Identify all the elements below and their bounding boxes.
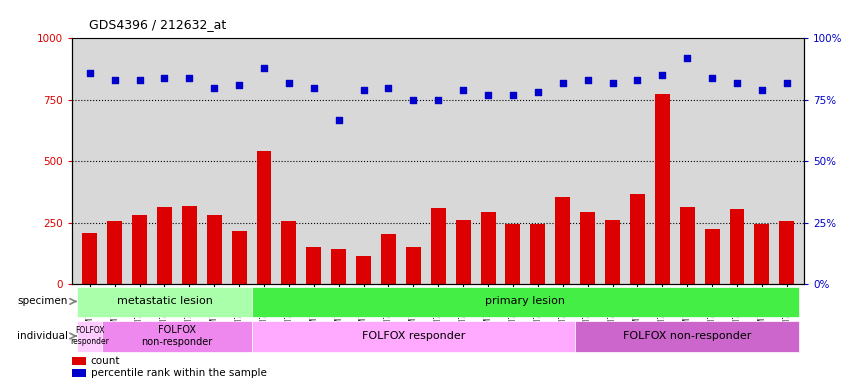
Bar (630, 194, 645, 284)
Point (431, 97, 445, 103)
Bar (107, 222, 123, 284)
Bar (381, 234, 396, 284)
Bar (555, 197, 570, 284)
Point (357, 87, 370, 93)
Text: FOLFOX responder: FOLFOX responder (362, 331, 465, 341)
Bar (654, 94, 670, 284)
Bar (157, 207, 172, 284)
Text: count: count (90, 356, 120, 366)
Bar (481, 212, 495, 284)
Point (631, 77, 644, 83)
Point (482, 92, 495, 98)
Bar (306, 247, 322, 284)
Bar (252, 286, 799, 317)
Point (381, 84, 395, 91)
Bar (705, 229, 720, 284)
Bar (605, 220, 620, 284)
Point (232, 82, 246, 88)
Point (755, 87, 768, 93)
Bar (72, 357, 85, 366)
Text: primary lesion: primary lesion (485, 296, 565, 306)
Point (133, 77, 146, 83)
Bar (680, 207, 694, 284)
Bar (580, 212, 595, 284)
Text: percentile rank within the sample: percentile rank within the sample (90, 368, 266, 379)
Text: FOLFOX non-responder: FOLFOX non-responder (623, 331, 751, 341)
Point (208, 84, 221, 91)
Text: metastatic lesion: metastatic lesion (117, 296, 213, 306)
Bar (575, 321, 799, 352)
Text: GDS4396 / 212632_at: GDS4396 / 212632_at (89, 18, 226, 31)
Bar (231, 231, 247, 284)
Bar (729, 209, 745, 284)
Bar (530, 224, 545, 284)
Bar (207, 215, 222, 284)
Bar (282, 222, 296, 284)
Point (705, 74, 719, 81)
Point (730, 79, 744, 86)
Point (681, 55, 694, 61)
Text: individual: individual (17, 331, 68, 341)
Point (531, 89, 545, 96)
Bar (182, 205, 197, 284)
Bar (356, 256, 371, 284)
Bar (72, 369, 85, 377)
Point (257, 65, 271, 71)
Point (506, 92, 520, 98)
Point (182, 74, 196, 81)
Point (407, 97, 420, 103)
Bar (252, 321, 575, 352)
Point (282, 79, 295, 86)
Bar (331, 248, 346, 284)
Point (307, 84, 321, 91)
Point (332, 116, 346, 122)
Bar (102, 321, 252, 352)
Point (780, 79, 794, 86)
Bar (256, 151, 271, 284)
Bar (83, 233, 97, 284)
Bar (132, 215, 147, 284)
Point (157, 74, 171, 81)
Point (581, 77, 595, 83)
Text: FOLFOX
non-responder: FOLFOX non-responder (141, 325, 213, 347)
Point (456, 87, 470, 93)
Point (606, 79, 620, 86)
Point (556, 79, 569, 86)
Text: FOLFOX
responder: FOLFOX responder (71, 326, 109, 346)
Bar (77, 321, 102, 352)
Bar (406, 247, 421, 284)
Bar (77, 286, 252, 317)
Bar (754, 224, 769, 284)
Text: specimen: specimen (18, 296, 68, 306)
Point (108, 77, 122, 83)
Bar (505, 224, 521, 284)
Bar (431, 208, 446, 284)
Bar (780, 222, 794, 284)
Point (83, 70, 96, 76)
Point (655, 72, 669, 78)
Bar (455, 220, 471, 284)
